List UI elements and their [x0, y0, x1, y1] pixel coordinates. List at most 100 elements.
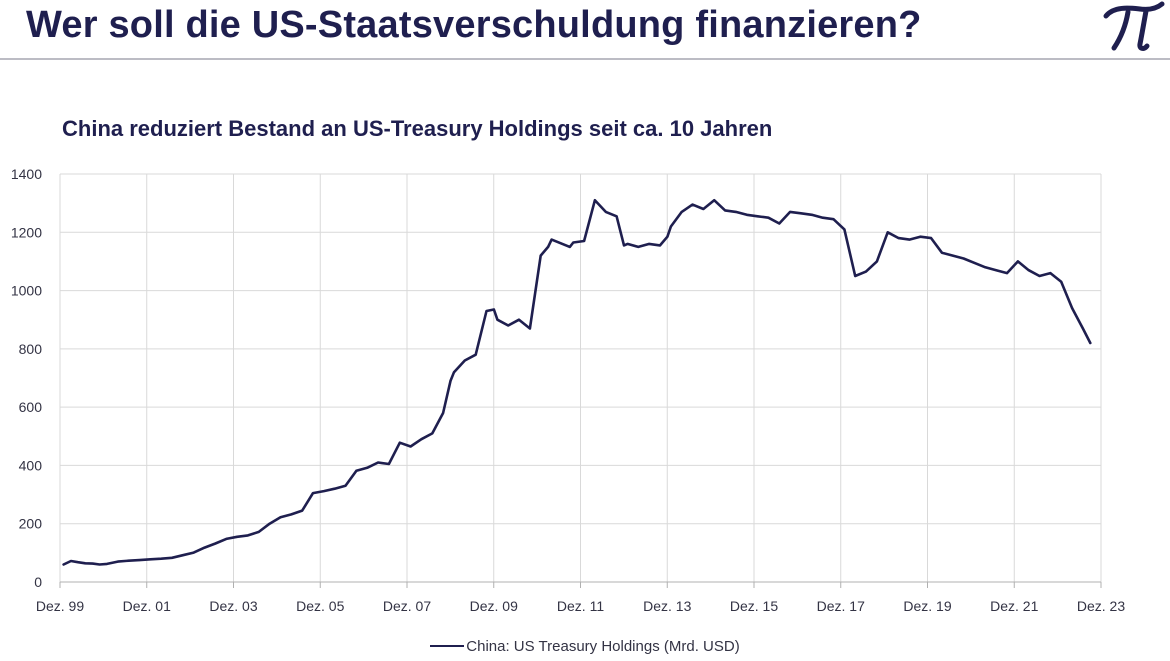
- x-tick-label: Dez. 23: [1077, 598, 1125, 614]
- data-point: [626, 242, 629, 245]
- data-point: [171, 556, 174, 559]
- data-point: [615, 215, 618, 218]
- data-point: [518, 318, 521, 321]
- data-point: [214, 542, 217, 545]
- data-point: [290, 513, 293, 516]
- x-tick-label: Dez. 03: [209, 598, 257, 614]
- data-point: [724, 209, 727, 212]
- data-point: [666, 235, 669, 238]
- x-tick-label: Dez. 19: [903, 598, 951, 614]
- data-point: [528, 327, 531, 330]
- data-point: [691, 203, 694, 206]
- data-point: [1006, 272, 1009, 275]
- data-point: [236, 535, 239, 538]
- data-point: [452, 371, 455, 374]
- data-point: [995, 269, 998, 272]
- data-point: [832, 218, 835, 221]
- data-point: [279, 516, 282, 519]
- pi-logo-icon: [1103, 1, 1165, 51]
- data-point: [547, 245, 550, 248]
- data-point: [875, 260, 878, 263]
- data-point: [713, 199, 716, 202]
- series-line: [62, 198, 1092, 566]
- data-point: [821, 216, 824, 219]
- chart-title: China reduziert Bestand an US-Treasury H…: [62, 116, 773, 141]
- data-point: [268, 522, 271, 525]
- x-tick-label: Dez. 01: [123, 598, 171, 614]
- data-point: [734, 210, 737, 213]
- data-point: [431, 432, 434, 435]
- legend: China: US Treasury Holdings (Mrd. USD): [0, 638, 1170, 655]
- data-point: [312, 492, 315, 495]
- data-point: [485, 309, 488, 312]
- data-point: [98, 563, 101, 566]
- data-point: [962, 257, 965, 260]
- y-tick-label: 1400: [11, 166, 42, 182]
- data-point: [919, 235, 922, 238]
- data-point: [344, 484, 347, 487]
- data-point: [1089, 342, 1092, 345]
- data-point: [496, 318, 499, 321]
- data-point: [442, 411, 445, 414]
- data-point: [854, 275, 857, 277]
- y-tick-label: 400: [19, 457, 43, 473]
- axis-layer: 0 200 400 600 800 1000 1200 1400 Dez. 99 Dez. 01 D…: [11, 166, 1125, 614]
- data-point: [637, 245, 640, 248]
- data-point: [507, 324, 510, 327]
- data-point: [449, 379, 452, 382]
- data-point: [648, 242, 651, 245]
- data-point: [474, 353, 477, 356]
- data-point: [659, 244, 662, 247]
- data-point: [930, 237, 933, 240]
- data-point: [420, 438, 423, 441]
- data-point: [568, 245, 571, 248]
- data-point: [257, 530, 260, 533]
- data-point: [333, 487, 336, 490]
- y-tick-label: 600: [19, 399, 43, 415]
- x-tick-label: Dez. 21: [990, 598, 1038, 614]
- data-point: [301, 509, 304, 512]
- data-point: [377, 461, 380, 464]
- data-point: [810, 213, 813, 216]
- data-point: [84, 562, 87, 565]
- data-point: [951, 254, 954, 257]
- data-point: [355, 469, 358, 472]
- data-point: [322, 490, 325, 493]
- y-tick-label: 1200: [11, 224, 42, 240]
- data-point: [138, 559, 141, 562]
- data-point: [203, 546, 206, 549]
- data-point: [789, 210, 792, 213]
- data-point: [366, 466, 369, 469]
- data-point: [550, 238, 553, 241]
- data-point: [246, 534, 249, 537]
- data-point: [583, 240, 586, 243]
- data-point: [105, 562, 108, 565]
- legend-line-swatch: [430, 645, 465, 648]
- data-point: [756, 215, 759, 218]
- data-point: [387, 462, 390, 465]
- x-tick-label: Dez. 13: [643, 598, 691, 614]
- data-point: [1016, 260, 1019, 263]
- x-tick-label: Dez. 05: [296, 598, 344, 614]
- data-point: [778, 222, 781, 225]
- y-tick-label: 1000: [11, 283, 42, 299]
- data-point: [940, 251, 943, 254]
- data-point: [225, 537, 228, 540]
- data-point: [604, 210, 607, 213]
- page-title: Wer soll die US-Staatsverschuldung finan…: [26, 4, 922, 46]
- data-point: [897, 237, 900, 240]
- data-point: [984, 266, 987, 269]
- data-point: [593, 199, 596, 202]
- series-layer: [62, 198, 1092, 566]
- data-point: [669, 225, 672, 228]
- data-point: [1027, 269, 1030, 272]
- data-point: [409, 445, 412, 448]
- data-point: [1071, 307, 1074, 310]
- data-point: [865, 270, 868, 273]
- data-point: [127, 559, 130, 562]
- data-point: [160, 557, 163, 560]
- y-tick-label: 0: [34, 574, 42, 590]
- data-point: [492, 308, 495, 311]
- data-point: [463, 359, 466, 362]
